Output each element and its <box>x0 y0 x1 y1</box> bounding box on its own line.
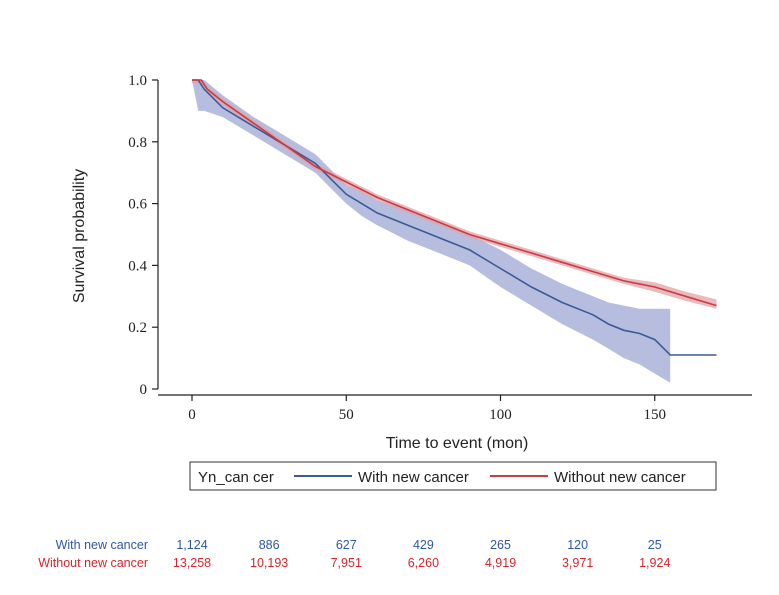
risk-row-label: Without new cancer <box>38 556 148 570</box>
survival-line-without-new-cancer <box>192 79 717 307</box>
risk-value: 7,951 <box>331 556 362 570</box>
legend-title: Yn_can cer <box>198 469 274 486</box>
ci-band-without-new-cancer <box>192 80 717 309</box>
legend-with-label: With new cancer <box>358 469 469 486</box>
x-tick-label: 0 <box>188 407 196 423</box>
x-axis-title: Time to event (mon) <box>386 435 529 452</box>
risk-value: 10,193 <box>250 556 288 570</box>
y-tick-label: 0.6 <box>128 197 147 213</box>
y-tick-label: 0.4 <box>128 258 147 274</box>
risk-value: 627 <box>336 538 357 552</box>
confidence-bands <box>192 80 717 383</box>
ci-band-with-new-cancer <box>192 80 671 383</box>
risk-value: 3,971 <box>562 556 593 570</box>
risk-value: 265 <box>490 538 511 552</box>
risk-value: 25 <box>648 538 662 552</box>
axes: 0 0.2 0.4 0.6 0.8 1.0 0 50 100 150 <box>128 73 752 423</box>
risk-value: 886 <box>259 538 280 552</box>
y-tick-label: 0.8 <box>128 135 147 151</box>
risk-value: 1,124 <box>176 538 207 552</box>
legend: Yn_can cer With new cancer Without new c… <box>189 461 717 491</box>
risk-value: 1,924 <box>639 556 670 570</box>
risk-value: 429 <box>413 538 434 552</box>
legend-box <box>189 461 717 491</box>
y-axis-title: Survival probability <box>71 169 88 303</box>
x-tick-label: 150 <box>644 407 667 423</box>
risk-value: 6,260 <box>408 556 439 570</box>
risk-value: 4,919 <box>485 556 516 570</box>
risk-table: With new cancer 1,124 886 627 429 265 120 25 Wit… <box>38 538 670 570</box>
risk-value: 120 <box>567 538 588 552</box>
x-tick-label: 100 <box>489 407 512 423</box>
y-tick-label: 1.0 <box>128 73 147 89</box>
risk-value: 13,258 <box>173 556 211 570</box>
survival-line-with-new-cancer <box>192 79 717 356</box>
y-tick-label: 0 <box>140 382 148 398</box>
legend-without-label: Without new cancer <box>554 469 686 486</box>
survival-lines <box>192 79 717 356</box>
y-tick-label: 0.2 <box>128 320 147 336</box>
x-tick-label: 50 <box>339 407 354 423</box>
risk-row-label: With new cancer <box>56 538 148 552</box>
